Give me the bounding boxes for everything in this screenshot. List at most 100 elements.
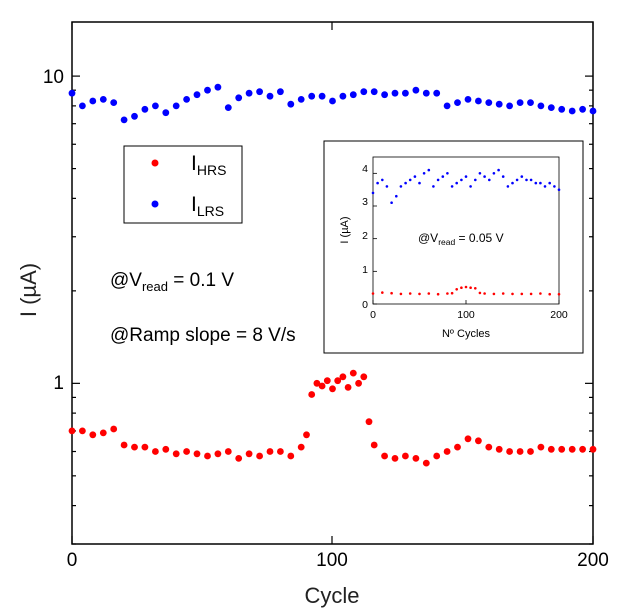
legend-marker-lrs (151, 200, 159, 208)
inset-data-point-hrs (436, 292, 440, 296)
inset-data-point-hrs (511, 292, 514, 296)
inset-data-point-lrs (422, 172, 426, 175)
data-point-lrs (547, 104, 555, 111)
inset-data-point-lrs (436, 178, 440, 182)
data-point-lrs (235, 94, 243, 102)
inset-annotation-vread: @Vread = 0.05 V (418, 231, 504, 247)
inset-series-lrs (371, 168, 561, 204)
data-point-lrs (370, 88, 378, 96)
inset-data-point-lrs (441, 175, 445, 178)
inset-data-point-lrs (408, 178, 412, 182)
data-point-lrs (297, 96, 305, 103)
inset-data-point-lrs (432, 185, 435, 188)
data-point-lrs (537, 102, 545, 110)
inset-data-point-lrs (553, 185, 556, 188)
inset-x-tick-label: 100 (457, 309, 475, 321)
data-point-hrs (365, 418, 373, 426)
inset-data-point-hrs (548, 292, 551, 296)
inset-data-point-lrs (497, 168, 500, 172)
inset-data-point-hrs (539, 292, 542, 295)
data-point-lrs (527, 99, 534, 106)
inset-data-point-lrs (464, 175, 468, 178)
data-point-hrs (235, 455, 243, 462)
data-point-hrs (256, 452, 263, 460)
data-point-hrs (120, 441, 128, 449)
data-point-lrs (475, 97, 482, 105)
data-point-hrs (334, 377, 342, 385)
inset-data-point-hrs (371, 292, 375, 295)
inset-data-point-hrs (446, 292, 449, 295)
data-point-lrs (162, 109, 170, 117)
inset-data-point-lrs (427, 168, 431, 172)
inset-data-point-lrs (381, 178, 384, 182)
data-point-lrs (318, 92, 326, 100)
inset-data-point-hrs (469, 286, 472, 290)
inset-data-point-lrs (460, 178, 463, 182)
inset-data-point-lrs (404, 181, 407, 185)
series-hrs (68, 369, 597, 467)
y-axis-title: I (µA) (16, 263, 41, 317)
data-point-lrs (558, 105, 566, 113)
data-point-lrs (214, 83, 222, 91)
inset-series-hrs (371, 285, 561, 296)
data-point-lrs (193, 91, 201, 99)
data-point-hrs (245, 450, 253, 458)
inset-data-point-lrs (371, 191, 375, 195)
inset-data-point-hrs (408, 292, 412, 295)
inset-data-point-hrs (557, 292, 561, 296)
data-point-hrs (344, 384, 352, 391)
data-point-lrs (89, 97, 97, 105)
inset-data-point-lrs (390, 201, 393, 204)
data-point-lrs (308, 92, 316, 100)
data-point-hrs (152, 448, 159, 455)
y-tick-label: 1 (53, 373, 64, 394)
data-point-hrs (422, 459, 430, 467)
data-point-lrs (79, 102, 86, 110)
inset-y-axis-title: I (µA) (339, 216, 351, 243)
data-point-lrs (339, 92, 347, 100)
x-axis-title: Cycle (304, 583, 359, 608)
inset-x-tick-label: 200 (550, 309, 568, 321)
x-tick-label: 0 (67, 550, 78, 571)
inset-data-point-hrs (427, 292, 431, 295)
inset-y-tick-label: 1 (362, 264, 368, 276)
data-point-hrs (402, 452, 409, 460)
data-point-lrs (495, 100, 503, 108)
data-point-lrs (516, 99, 524, 106)
data-point-hrs (287, 452, 295, 460)
data-point-lrs (120, 116, 128, 124)
data-point-hrs (141, 443, 149, 451)
data-point-lrs (277, 88, 284, 96)
data-point-hrs (495, 445, 503, 453)
annotation-ramp-slope: @Ramp slope = 8 V/s (110, 325, 296, 346)
data-point-lrs (256, 88, 263, 96)
data-point-hrs (183, 448, 191, 455)
data-point-lrs (360, 88, 368, 96)
data-point-hrs (323, 377, 331, 385)
data-point-lrs (349, 91, 357, 99)
data-point-hrs (303, 431, 310, 439)
data-point-hrs (589, 445, 597, 453)
inset-data-point-lrs (483, 175, 486, 178)
data-point-hrs (527, 448, 534, 455)
data-point-lrs (579, 105, 586, 113)
inset-data-point-lrs (446, 172, 449, 175)
inset-data-point-lrs (520, 175, 524, 178)
inset-data-point-hrs (450, 291, 454, 295)
data-point-lrs (454, 99, 461, 106)
data-point-hrs (475, 437, 482, 445)
data-point-lrs (391, 89, 399, 97)
inset-data-point-hrs (460, 286, 463, 290)
inset-data-point-lrs (515, 178, 519, 182)
main-axis-ticks (71, 22, 594, 545)
data-point-lrs (245, 89, 253, 97)
inset-x-axis-title: Nº Cycles (442, 328, 491, 340)
inset-data-point-hrs (390, 291, 393, 295)
data-point-hrs (370, 441, 378, 449)
inset-data-point-hrs (483, 292, 486, 295)
legend-label-hrs: IHRS (191, 152, 226, 178)
legend-label-lrs: ILRS (191, 193, 224, 219)
inset-data-point-hrs (492, 292, 496, 296)
data-point-lrs (224, 104, 232, 111)
inset-x-tick-label: 0 (370, 309, 376, 321)
